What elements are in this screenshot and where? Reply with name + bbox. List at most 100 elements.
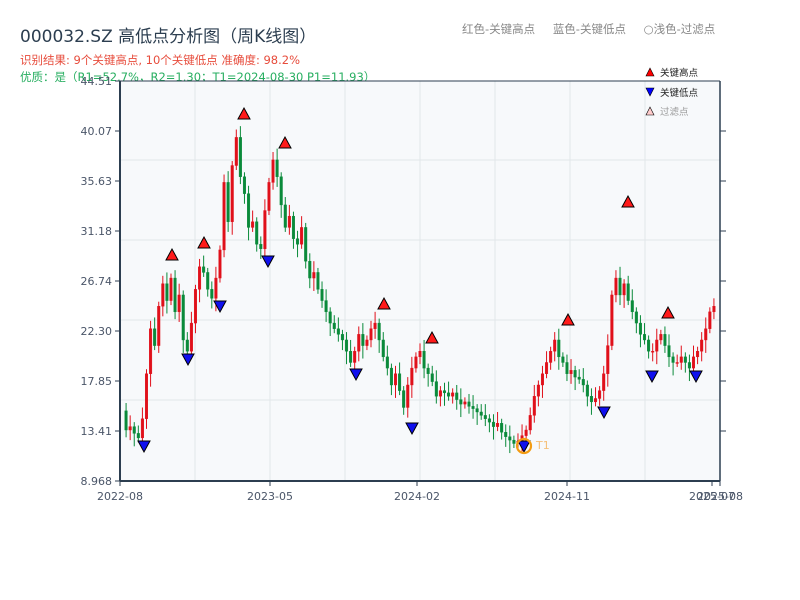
key-high-marker bbox=[377, 296, 391, 310]
candle-body bbox=[189, 322, 193, 352]
page-title: 000032.SZ 高低点分析图（周K线图） bbox=[20, 27, 317, 47]
candle-body bbox=[553, 339, 557, 352]
candle-body bbox=[128, 426, 132, 431]
candle-body bbox=[140, 418, 144, 439]
key-high-marker bbox=[621, 194, 635, 208]
candle-body bbox=[679, 356, 683, 363]
candle-body bbox=[361, 334, 365, 346]
candle-body bbox=[704, 328, 708, 341]
candle-body bbox=[545, 362, 549, 374]
candle-body bbox=[573, 370, 577, 378]
candle-body bbox=[328, 311, 332, 324]
y-tick-label: 26.74 bbox=[81, 275, 113, 288]
candle-body bbox=[165, 283, 169, 301]
key-low-marker bbox=[213, 300, 227, 314]
candle-body bbox=[565, 362, 569, 374]
candle-body bbox=[173, 277, 177, 313]
candle-body bbox=[496, 423, 500, 427]
candle-body bbox=[406, 384, 410, 408]
candle-body bbox=[634, 311, 638, 324]
candle-body bbox=[226, 182, 230, 222]
x-tick-label: 2024-11 bbox=[544, 490, 590, 503]
high-legend-icon bbox=[645, 67, 655, 77]
key-high-marker bbox=[425, 330, 439, 344]
candle-body bbox=[267, 182, 271, 211]
candle-body bbox=[357, 334, 361, 352]
key-low-marker bbox=[261, 255, 275, 269]
candle-body bbox=[479, 411, 483, 416]
key-high-marker bbox=[197, 235, 211, 249]
key-low-marker bbox=[405, 422, 419, 436]
color-legend-low: 蓝色-关键低点 bbox=[552, 22, 626, 36]
candle-body bbox=[483, 415, 487, 419]
candle-body bbox=[683, 356, 687, 363]
candles bbox=[124, 126, 716, 454]
candle-body bbox=[463, 401, 467, 405]
candle-body bbox=[153, 328, 157, 346]
candle-body bbox=[467, 401, 471, 407]
candle-body bbox=[500, 423, 504, 433]
key-high-marker bbox=[661, 305, 675, 319]
candle-body bbox=[345, 339, 349, 352]
candle-body bbox=[312, 272, 316, 279]
candle-body bbox=[622, 283, 626, 296]
candle-body bbox=[161, 283, 165, 307]
candle-body bbox=[487, 418, 491, 423]
key-low-marker bbox=[689, 370, 703, 384]
candle-body bbox=[524, 429, 528, 436]
candle-body bbox=[149, 328, 153, 374]
candle-body bbox=[218, 249, 222, 279]
candle-body bbox=[594, 398, 598, 403]
key-low-marker bbox=[349, 368, 363, 382]
candle-body bbox=[185, 339, 189, 352]
candle-body bbox=[385, 356, 389, 369]
candle-body bbox=[365, 339, 369, 346]
candle-body bbox=[340, 334, 344, 341]
candle-body bbox=[349, 351, 353, 363]
candle-body bbox=[442, 390, 446, 394]
key-high-marker bbox=[237, 106, 251, 120]
candle-body bbox=[471, 406, 475, 409]
candle-body bbox=[251, 221, 255, 228]
candle-body bbox=[508, 436, 512, 441]
color-legend-high: 红色-关键高点 bbox=[462, 22, 536, 36]
candle-body bbox=[287, 215, 291, 228]
candle-body bbox=[589, 396, 593, 403]
candle-body bbox=[536, 384, 540, 397]
candle-body bbox=[410, 367, 414, 386]
candle-body bbox=[402, 390, 406, 408]
x-tick-label: 2025-07 bbox=[689, 490, 735, 503]
candle-body bbox=[238, 137, 242, 177]
candle-body bbox=[561, 356, 565, 363]
candle-body bbox=[426, 367, 430, 374]
t1-label: T1 bbox=[535, 439, 550, 452]
candle-body bbox=[291, 215, 295, 239]
key-low-marker bbox=[597, 406, 611, 420]
candle-body bbox=[696, 351, 700, 358]
candle-body bbox=[177, 294, 181, 313]
legend-label: 过滤点 bbox=[660, 106, 689, 118]
legend-label: 关键低点 bbox=[660, 87, 699, 99]
candle-body bbox=[577, 376, 581, 380]
candle-body bbox=[324, 300, 328, 313]
x-tick-label: 2022-08 bbox=[97, 490, 143, 503]
candle-body bbox=[271, 159, 275, 183]
candle-body bbox=[430, 373, 434, 382]
candle-body bbox=[638, 322, 642, 335]
result-summary: 识别结果: 9个关键高点, 10个关键低点 准确度: 98.2% bbox=[20, 53, 301, 67]
candle-body bbox=[353, 351, 357, 363]
candle-body bbox=[512, 439, 516, 444]
filtered-legend-icon bbox=[645, 106, 655, 116]
candle-body bbox=[700, 339, 704, 352]
candle-body bbox=[528, 415, 532, 431]
color-legend-filtered: ○浅色-过滤点 bbox=[643, 22, 716, 36]
y-tick-label: 31.18 bbox=[81, 225, 113, 238]
candle-body bbox=[687, 362, 691, 369]
key-high-marker bbox=[278, 135, 292, 149]
candle-body bbox=[663, 334, 667, 346]
candle-body bbox=[308, 260, 312, 279]
y-tick-label: 17.85 bbox=[81, 375, 113, 388]
candle-body bbox=[336, 328, 340, 335]
candle-body bbox=[320, 289, 324, 301]
x-tick-label: 2023-05 bbox=[247, 490, 293, 503]
